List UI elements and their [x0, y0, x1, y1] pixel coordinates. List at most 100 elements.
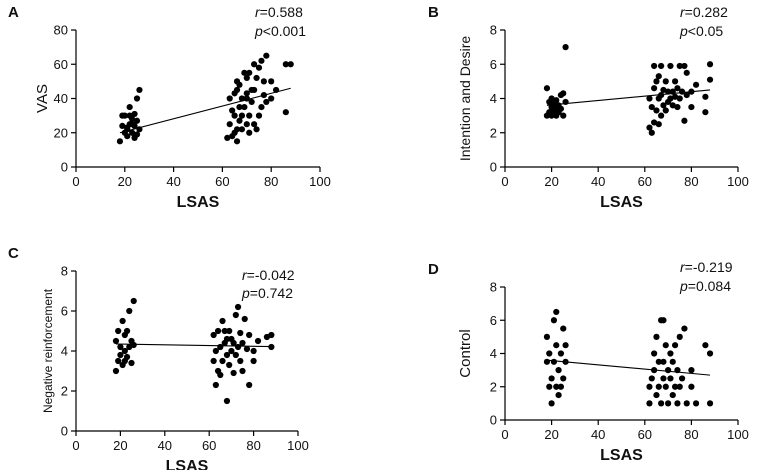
data-point	[660, 86, 667, 94]
data-point	[124, 126, 131, 133]
data-point	[239, 367, 246, 375]
data-point	[234, 303, 242, 311]
y-tick-label: 0	[61, 424, 68, 439]
data-point	[241, 69, 248, 76]
data-point	[676, 333, 683, 340]
data-point	[665, 88, 672, 95]
data-point	[243, 90, 250, 97]
data-point	[226, 95, 233, 102]
data-point	[263, 52, 270, 59]
y-tick-label: 0	[490, 160, 497, 175]
data-point	[553, 308, 560, 316]
data-point	[115, 357, 122, 365]
r-value: =-0.219	[685, 259, 733, 275]
data-point	[251, 61, 258, 68]
data-point	[660, 317, 667, 324]
data-point	[658, 112, 665, 119]
data-point	[119, 112, 126, 119]
y-axis-label: Intention and Desire	[457, 36, 473, 162]
data-point	[655, 73, 662, 80]
panel-letter: A	[8, 4, 19, 21]
x-axis-label: LSAS	[600, 194, 643, 211]
data-point	[688, 367, 695, 374]
panel-a: A 0 20 40 60 80 0 20 40 60 80 100 LSAS VAS r=0.588 p<0.…	[8, 4, 331, 211]
data-point	[562, 98, 569, 106]
data-point	[646, 124, 653, 131]
data-point	[260, 91, 267, 99]
data-point	[662, 342, 669, 349]
r-value: =0.282	[685, 4, 728, 20]
p-statistic: p<0.001	[254, 23, 306, 39]
r-statistic: r=-0.219	[680, 259, 733, 275]
data-point	[648, 129, 655, 136]
data-point	[112, 337, 120, 345]
data-point	[123, 353, 131, 361]
data-point	[562, 44, 569, 51]
data-point	[224, 134, 231, 141]
data-point	[246, 331, 253, 339]
data-point	[232, 351, 239, 359]
data-point	[683, 69, 690, 76]
data-point	[238, 112, 246, 119]
data-point	[674, 367, 681, 374]
data-point	[250, 357, 257, 365]
data-point	[115, 327, 122, 335]
data-point	[676, 62, 683, 70]
x-tick-label: 20	[544, 174, 558, 189]
y-tick-label: 60	[54, 57, 68, 72]
data-point	[228, 347, 235, 355]
data-point	[543, 85, 551, 92]
data-point	[221, 327, 228, 335]
data-point	[669, 88, 676, 95]
data-point	[241, 103, 248, 111]
data-point	[282, 109, 289, 116]
x-tick-label: 20	[113, 438, 127, 453]
data-point	[662, 78, 669, 85]
data-point	[119, 122, 126, 129]
x-tick-label: 40	[166, 174, 180, 189]
data-point	[658, 91, 665, 99]
data-point	[653, 78, 660, 85]
data-point	[555, 391, 562, 399]
x-tick-label: 60	[638, 427, 652, 442]
x-tick-label: 20	[118, 174, 132, 189]
data-point	[706, 61, 714, 68]
data-point	[560, 112, 567, 119]
data-point	[646, 400, 653, 407]
data-point	[212, 381, 219, 389]
data-point	[243, 95, 250, 102]
data-point	[238, 95, 246, 102]
data-point	[548, 112, 555, 119]
x-tick-label: 60	[638, 174, 652, 189]
data-point	[255, 112, 263, 119]
data-point	[268, 95, 275, 102]
y-axis-label: Control	[457, 329, 474, 377]
x-tick-label: 0	[72, 438, 79, 453]
data-point	[282, 61, 289, 68]
data-point	[646, 95, 653, 102]
data-point	[702, 342, 709, 349]
data-point	[560, 325, 567, 332]
data-point	[268, 331, 275, 339]
data-point	[233, 126, 241, 133]
data-point	[236, 103, 243, 111]
data-point	[548, 95, 555, 102]
y-axis-label: Negative reinforcement	[41, 288, 55, 413]
y-tick-label: 6	[490, 313, 497, 328]
data-point	[548, 375, 555, 382]
p-symbol: p	[679, 23, 688, 39]
data-point	[226, 361, 233, 369]
y-tick-label: 0	[61, 160, 68, 175]
data-point	[253, 74, 260, 82]
data-point	[669, 358, 676, 365]
data-point	[246, 129, 253, 136]
y-tick-label: 2	[490, 379, 497, 394]
data-point	[553, 342, 560, 349]
data-point	[251, 121, 258, 128]
regression-line	[115, 343, 272, 348]
x-tick-label: 40	[591, 174, 605, 189]
data-point	[238, 126, 246, 133]
